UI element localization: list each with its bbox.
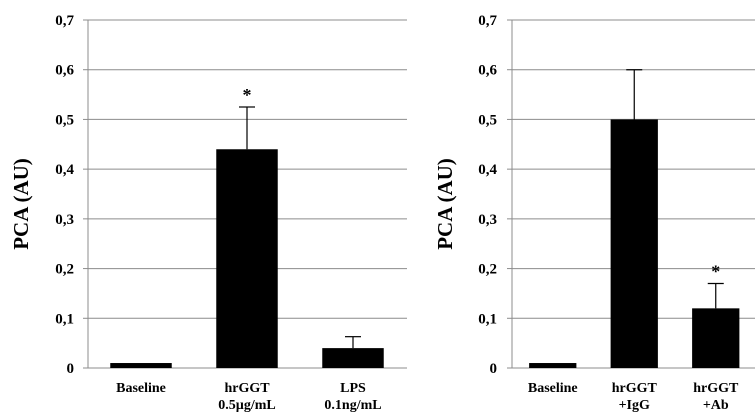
y-tick-label: 0,4 xyxy=(478,162,497,178)
y-tick-label: 0,3 xyxy=(478,212,497,228)
y-axis-title: PCA (AU) xyxy=(433,158,457,250)
y-tick-label: 0,5 xyxy=(478,112,497,128)
y-tick-label: 0,1 xyxy=(478,311,497,327)
y-tick-label: 0,6 xyxy=(478,63,497,79)
bar xyxy=(610,119,658,368)
x-category-label: Baseline xyxy=(528,381,578,396)
x-category-label: hrGGT xyxy=(612,381,658,396)
y-tick-label: 0,3 xyxy=(55,212,74,228)
x-category-label: hrGGT xyxy=(224,381,270,396)
bar xyxy=(216,149,278,368)
chart-panel-2: 0 0,1 0,2 0,3 0,4 0,5 0,6 0,7 Baseline hrGGT +IgG *… xyxy=(433,13,755,413)
y-axis-title: PCA (AU) xyxy=(9,158,33,250)
bar xyxy=(529,363,577,368)
y-tick-label: 0,7 xyxy=(478,13,497,29)
x-category-label: 0.1ng/mL xyxy=(324,398,381,413)
y-tick-label: 0,4 xyxy=(55,162,74,178)
y-tick-label: 0,7 xyxy=(55,13,74,29)
x-category-label: LPS xyxy=(340,381,366,396)
y-tick-label: 0,1 xyxy=(55,311,74,327)
y-tick-label: 0,2 xyxy=(55,262,74,278)
y-tick-label: 0,6 xyxy=(55,63,74,79)
y-tick-label: 0 xyxy=(490,361,498,377)
significance-marker: * xyxy=(711,261,720,281)
x-category-label: 0.5µg/mL xyxy=(218,398,275,413)
bar xyxy=(692,308,740,368)
y-tick-label: 0 xyxy=(67,361,75,377)
y-tick-label: 0,5 xyxy=(55,112,74,128)
x-category-label: Baseline xyxy=(116,381,166,396)
x-category-label: hrGGT xyxy=(693,381,739,396)
x-category-label: +IgG xyxy=(619,398,650,413)
y-tick-label: 0,2 xyxy=(478,262,497,278)
significance-marker: * xyxy=(243,85,252,105)
bar xyxy=(110,363,172,368)
x-category-label: +Ab xyxy=(703,398,729,413)
bar xyxy=(322,348,384,368)
chart-panel-1: 0 0,1 0,2 0,3 0,4 0,5 0,6 0,7 Baseline * hrGGT 0.5µ… xyxy=(9,13,407,413)
